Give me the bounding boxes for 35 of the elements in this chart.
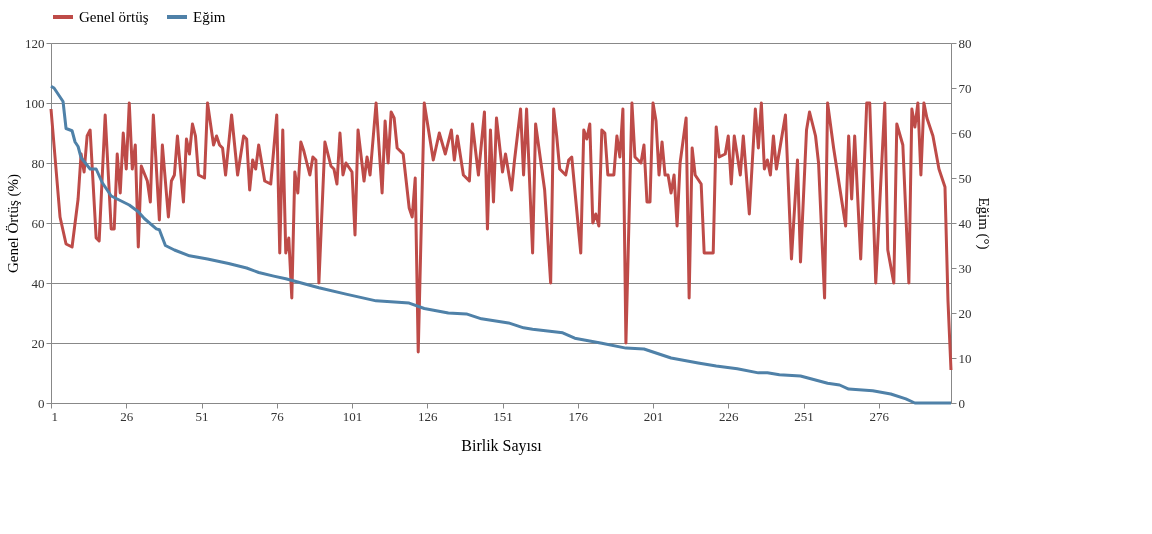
x-tick-label: 76 <box>270 408 285 424</box>
x-tick-label: 101 <box>342 408 363 424</box>
y2-tick-label: 60 <box>958 125 972 141</box>
y-tick-label: 80 <box>31 155 45 171</box>
y2-tick-label: 30 <box>958 260 972 276</box>
x-tick-label: 51 <box>195 408 209 424</box>
y2-axis-title: Eğim (°) <box>974 197 992 250</box>
legend-label: Genel örtüş <box>79 9 149 25</box>
y-axis-title: Genel Örtüş (%) <box>5 173 22 274</box>
y-tick-label: 20 <box>31 335 45 351</box>
y-tick-label: 0 <box>38 395 45 411</box>
x-tick-label: 276 <box>869 408 890 424</box>
x-tick-label: 201 <box>643 408 664 424</box>
x-tick-label: 251 <box>794 408 814 424</box>
y2-tick-label: 50 <box>958 170 972 186</box>
y-tick-label: 100 <box>25 95 45 111</box>
x-axis-title: Birlik Sayısı <box>461 436 543 455</box>
line-series <box>49 84 953 405</box>
y2-tick-label: 10 <box>958 350 972 366</box>
y-tick-label: 60 <box>31 215 45 231</box>
x-tick-label: 126 <box>418 408 438 424</box>
x-tick-label: 151 <box>493 408 513 424</box>
x-tick-label: 26 <box>120 408 134 424</box>
x-tick-label: 1 <box>51 408 58 424</box>
legend-label: Eğim <box>193 9 226 25</box>
y2-tick-label: 20 <box>958 305 972 321</box>
y2-tick-label: 70 <box>958 80 972 96</box>
y2-tick-label: 40 <box>958 215 972 231</box>
y-tick-label: 40 <box>31 275 45 291</box>
y2-tick-label: 80 <box>958 35 972 51</box>
x-tick-label: 176 <box>568 408 589 424</box>
x-tick-label: 226 <box>719 408 740 424</box>
y2-tick-label: 0 <box>958 395 965 411</box>
line-series <box>49 101 953 372</box>
y-tick-label: 120 <box>25 35 45 51</box>
